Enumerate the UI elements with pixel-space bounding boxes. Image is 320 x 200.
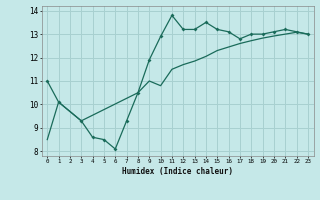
X-axis label: Humidex (Indice chaleur): Humidex (Indice chaleur) <box>122 167 233 176</box>
